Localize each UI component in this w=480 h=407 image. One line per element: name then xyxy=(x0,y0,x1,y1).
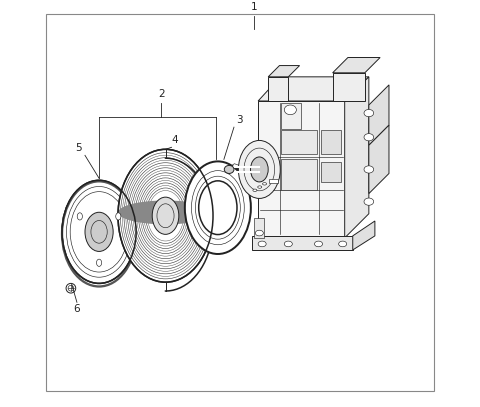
Ellipse shape xyxy=(284,241,292,247)
Ellipse shape xyxy=(62,180,136,283)
Ellipse shape xyxy=(199,181,237,234)
Ellipse shape xyxy=(284,105,296,115)
Polygon shape xyxy=(369,85,389,145)
Text: 2: 2 xyxy=(158,89,165,99)
Polygon shape xyxy=(333,57,380,73)
Polygon shape xyxy=(258,77,369,101)
Ellipse shape xyxy=(224,165,234,173)
Bar xyxy=(269,179,278,184)
Ellipse shape xyxy=(185,162,251,254)
Ellipse shape xyxy=(118,149,213,282)
Polygon shape xyxy=(353,221,375,250)
Polygon shape xyxy=(369,125,389,194)
Polygon shape xyxy=(252,236,353,250)
Polygon shape xyxy=(268,66,300,77)
Ellipse shape xyxy=(253,189,257,191)
Ellipse shape xyxy=(239,140,280,199)
Ellipse shape xyxy=(66,283,76,293)
Text: 4: 4 xyxy=(171,135,178,145)
Ellipse shape xyxy=(255,230,264,236)
Polygon shape xyxy=(333,73,365,101)
Polygon shape xyxy=(258,101,345,238)
Bar xyxy=(281,130,316,154)
Ellipse shape xyxy=(263,183,266,185)
Polygon shape xyxy=(268,77,288,101)
Polygon shape xyxy=(254,218,264,238)
Ellipse shape xyxy=(85,212,113,252)
Ellipse shape xyxy=(152,197,179,234)
Ellipse shape xyxy=(118,201,213,224)
Ellipse shape xyxy=(258,241,266,247)
Ellipse shape xyxy=(116,213,121,220)
Ellipse shape xyxy=(364,198,373,205)
Ellipse shape xyxy=(251,157,268,182)
Text: 1: 1 xyxy=(251,2,257,12)
Ellipse shape xyxy=(364,109,373,117)
Text: 5: 5 xyxy=(75,143,82,153)
Ellipse shape xyxy=(258,186,262,188)
Bar xyxy=(321,130,341,154)
Bar xyxy=(321,162,341,182)
Ellipse shape xyxy=(364,166,373,173)
Ellipse shape xyxy=(364,133,373,141)
Ellipse shape xyxy=(96,259,102,267)
Text: 3: 3 xyxy=(236,115,242,125)
Bar xyxy=(281,160,316,190)
Polygon shape xyxy=(345,77,369,238)
Text: 6: 6 xyxy=(73,304,80,314)
Ellipse shape xyxy=(314,241,323,247)
Bar xyxy=(281,103,301,129)
Ellipse shape xyxy=(77,213,83,220)
Ellipse shape xyxy=(339,241,347,247)
